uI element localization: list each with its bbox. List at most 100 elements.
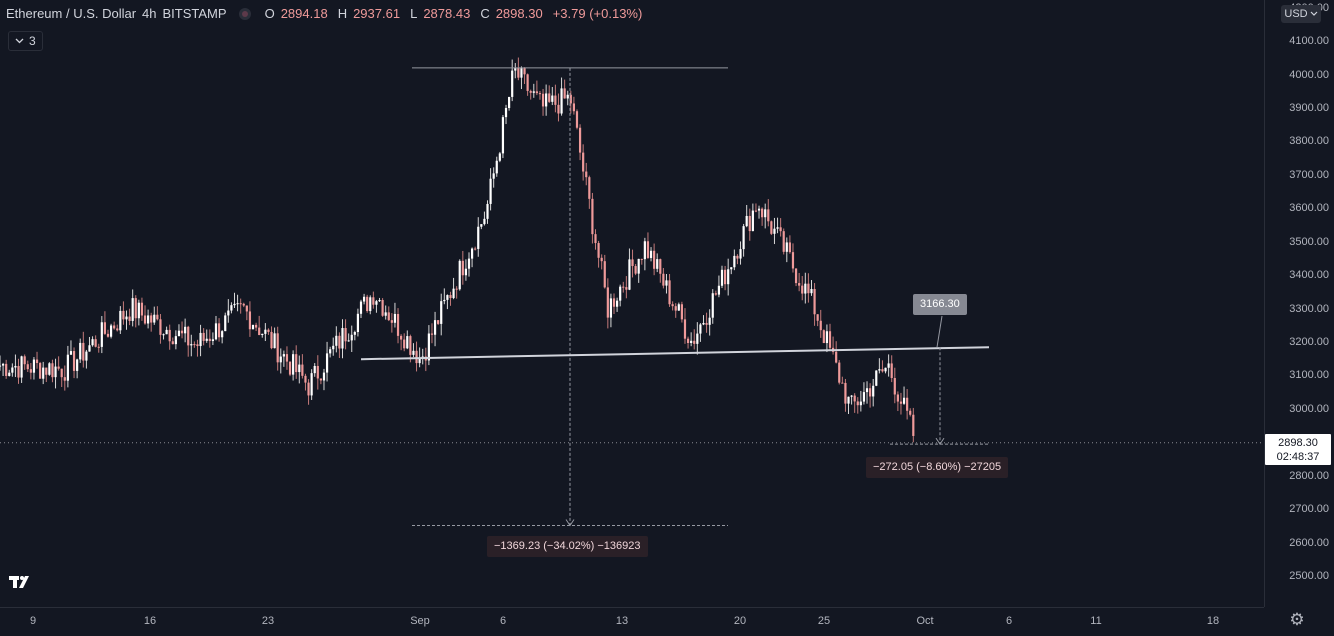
candle-body [902,397,906,404]
candle-body [51,363,54,378]
price-plot[interactable] [0,0,1264,607]
x-tick-label: 11 [1090,615,1102,627]
symbol-name[interactable]: Ethereum / U.S. Dollar [6,6,137,21]
candle-body [393,313,397,323]
candle-body [88,345,91,352]
candle-body [893,378,896,395]
candle-body [162,334,165,336]
candle-body [106,333,110,337]
candle-body [585,171,588,178]
candle-body [79,342,82,360]
candle-body [906,397,909,411]
candle-body [387,312,390,321]
candle-body [60,368,63,378]
candle-body [588,177,591,199]
candle-body [177,330,181,337]
candle-body [418,357,421,364]
interval-label[interactable]: 4h [142,6,157,21]
candle-body [748,215,751,232]
candle-body [332,345,335,350]
candle-body [91,339,94,346]
candle-body [1,363,5,366]
candle-body [856,401,859,406]
candle-body [711,293,714,318]
candle-body [844,382,847,404]
currency-label: USD [1284,8,1308,20]
low-value: 2878.43 [423,6,471,21]
candle-body [11,367,14,373]
bar-countdown: 02:48:37 [1276,450,1320,463]
candle-body [347,340,350,342]
chevron-down-icon [1310,11,1318,16]
close-key: C [480,6,490,21]
candle-body [819,320,822,331]
candle-body [325,353,329,373]
close-value: 2898.30 [495,6,543,21]
candle-body [103,322,107,334]
candle-body [356,313,360,333]
candle-body [100,322,103,347]
gear-icon[interactable]: ⚙ [1289,610,1305,629]
candle-body [838,362,841,383]
candle-body [131,298,134,321]
candle-body [671,304,674,307]
candle-body [150,315,153,323]
candle-body [248,311,252,330]
candle-body [489,178,492,204]
candle-body [668,280,671,305]
candle-body [757,208,761,211]
candle-body [869,388,872,397]
y-tick-label: 4100.00 [1289,35,1329,48]
candle-body [338,335,341,349]
candle-body [217,323,221,338]
candle-body [54,366,57,378]
candle-body [526,74,529,91]
indicators-toggle-button[interactable]: 3 [8,31,43,51]
candle-body [205,338,208,341]
candle-body [859,401,862,406]
candle-body [807,283,810,294]
candle-body [307,382,310,396]
candle-body [514,67,517,71]
candle-body [134,298,137,319]
candle-body [440,301,443,324]
candle-body [529,90,532,93]
candle-body [359,301,363,314]
candle-body [912,414,915,436]
candle-body [122,310,125,320]
candle-body [184,326,187,334]
currency-button[interactable]: USD [1281,5,1321,23]
candle-body [828,331,832,348]
candle-body [878,369,881,371]
candle-body [495,160,498,174]
time-axis[interactable]: 9 16 23 Sep 6 13 20 25 Oct 6 11 18 [0,607,1264,636]
measure-tooltip-small: −272.05 (−8.60%) −27205 [866,457,1009,478]
candle-body [887,363,890,368]
candle-body [483,218,486,225]
candle-body [665,280,668,286]
candle-body [254,324,258,328]
y-tick-label: 3100.00 [1289,369,1329,382]
candle-body [430,333,434,335]
candle-body [258,327,261,336]
candle-body [508,96,511,109]
candle-body [171,341,174,345]
candle-body [295,354,298,373]
candle-body [532,91,535,93]
candle-body [353,332,356,335]
tradingview-logo[interactable] [8,574,36,594]
market-status-icon[interactable] [238,7,251,20]
y-tick-label: 2500.00 [1289,569,1329,582]
candle-body [470,248,474,259]
price-axis[interactable]: 2500.002600.002700.002800.002900.003000.… [1264,0,1334,607]
candle-body [683,319,687,339]
candle-body [649,250,653,258]
candle-body [850,395,853,397]
candle-body [109,325,113,337]
candle-body [677,304,680,311]
y-tick-label: 4000.00 [1289,68,1329,81]
candle-body [8,372,11,376]
candle-body [890,363,893,379]
candle-body [702,322,705,325]
